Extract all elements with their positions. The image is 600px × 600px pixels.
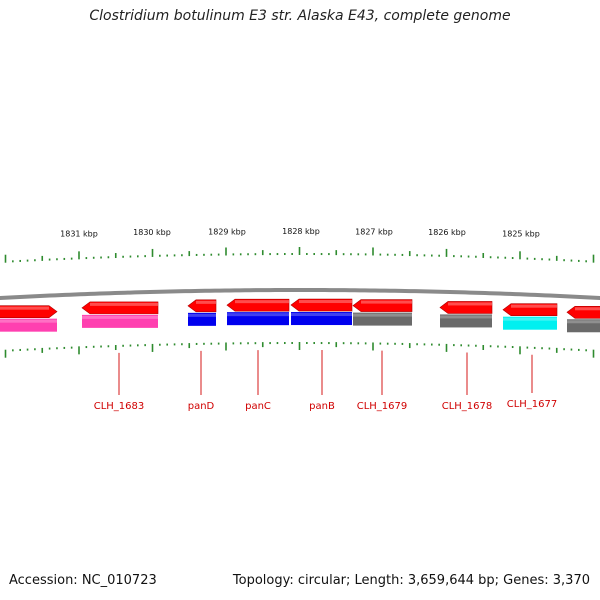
gene-label: CLH_1677 — [507, 399, 558, 410]
function-bar — [440, 314, 492, 328]
gene-feature — [0, 305, 58, 332]
gene-features — [0, 298, 600, 333]
gene-label: CLH_1683 — [94, 401, 145, 412]
gene-feature — [81, 301, 159, 328]
function-bar — [82, 314, 158, 328]
function-bar-highlight — [188, 313, 216, 317]
gene-label: CLH_1679 — [357, 401, 408, 412]
genome-summary-text: Topology: circular; Length: 3,659,644 bp… — [232, 573, 590, 588]
kbp-label: 1826 kbp — [428, 228, 466, 237]
function-bar — [0, 318, 57, 332]
function-bar-highlight — [82, 315, 158, 319]
function-bar — [227, 312, 289, 326]
gene-feature — [439, 301, 493, 328]
kbp-label: 1830 kbp — [133, 228, 171, 237]
cds-highlight — [90, 302, 158, 306]
kbp-label: 1828 kbp — [282, 227, 320, 236]
kbp-label: 1831 kbp — [60, 230, 98, 239]
kbp-label: 1825 kbp — [502, 230, 540, 239]
kbp-label: 1827 kbp — [355, 227, 393, 236]
gene-feature — [187, 299, 217, 326]
function-bar-highlight — [353, 313, 412, 317]
function-bar-highlight — [503, 317, 557, 321]
cds-highlight — [235, 300, 289, 304]
function-bar-highlight — [227, 313, 289, 317]
function-bar — [188, 312, 216, 326]
function-bar — [353, 312, 412, 326]
cds-highlight — [299, 300, 352, 304]
function-bar-highlight — [440, 315, 492, 319]
gene-label: panD — [188, 401, 215, 412]
gene-feature — [352, 299, 413, 326]
gene-label: CLH_1678 — [442, 401, 493, 412]
function-bar-highlight — [291, 313, 352, 317]
function-bar-highlight — [567, 320, 600, 324]
function-bar — [291, 312, 352, 326]
genome-backbone — [0, 288, 600, 301]
gene-feature — [226, 298, 290, 326]
function-bar — [567, 319, 600, 333]
gene-label: panC — [245, 401, 271, 412]
kbp-label: 1829 kbp — [208, 227, 246, 236]
kbp-ruler: 1831 kbp 1830 kbp 1829 kbp 1828 kbp 1827 kbp… — [4, 227, 595, 358]
gene-labels: CLH_1683 panD panC panB CLH_1679 CLH_1678 CLH_… — [94, 350, 558, 412]
function-bar — [503, 316, 557, 330]
cds-highlight — [361, 300, 412, 304]
function-bar-highlight — [0, 319, 57, 323]
cds-highlight — [511, 304, 557, 308]
gene-label: panB — [309, 401, 335, 412]
cds-highlight — [0, 306, 49, 310]
accession-text: Accession: NC_010723 — [9, 573, 157, 588]
gene-feature — [290, 298, 353, 326]
cds-highlight — [448, 302, 492, 306]
cds-highlight — [196, 300, 216, 304]
gene-feature — [566, 305, 600, 333]
backbone-line — [0, 288, 600, 301]
cds-highlight — [575, 307, 600, 311]
map-title: Clostridium botulinum E3 str. Alaska E43… — [89, 8, 511, 24]
gene-feature — [502, 303, 558, 330]
